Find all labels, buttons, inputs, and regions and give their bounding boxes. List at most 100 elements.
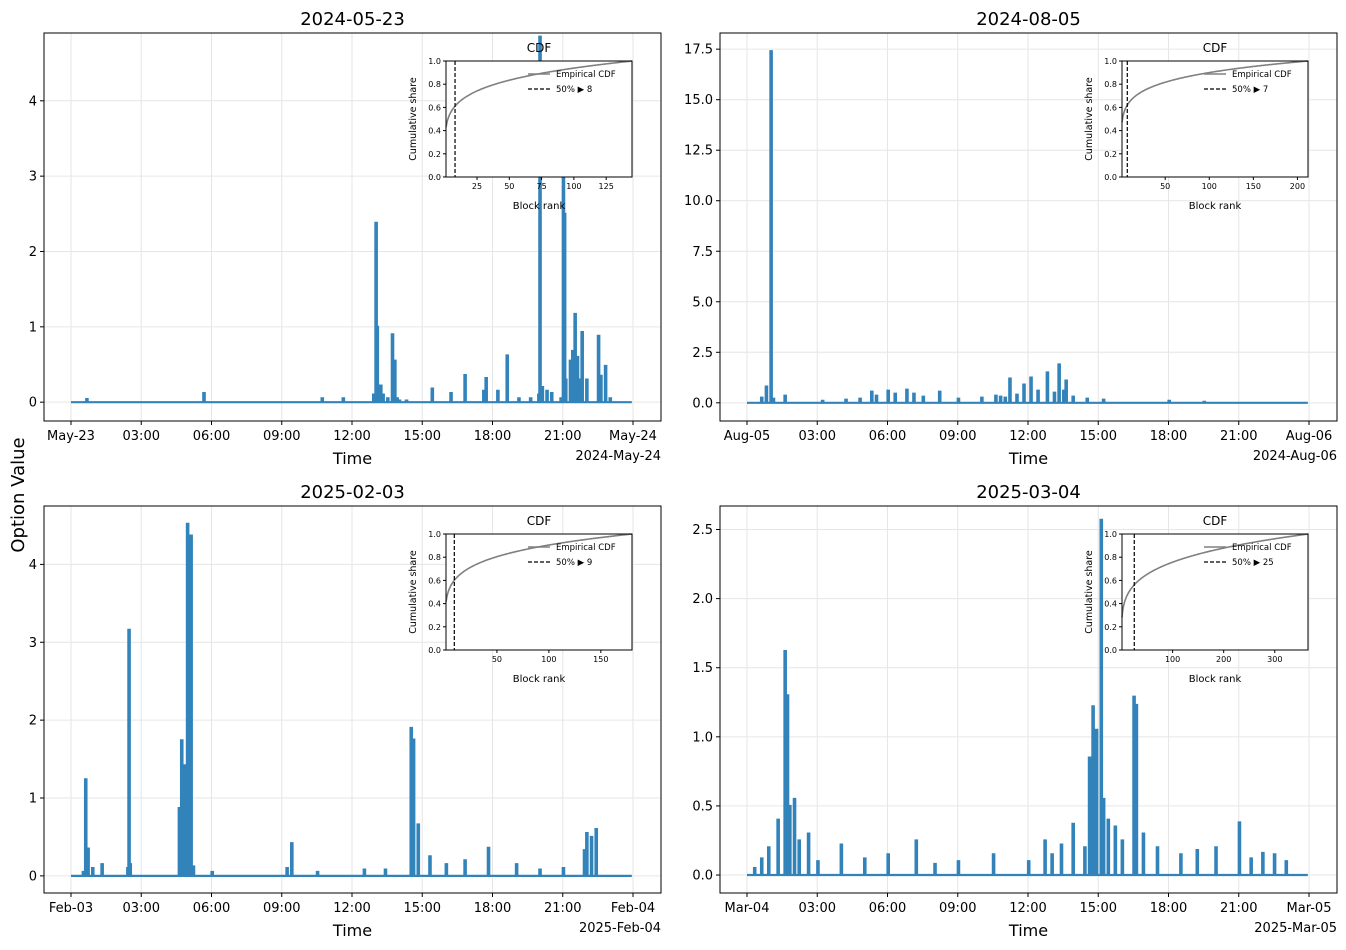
cdf-curve xyxy=(1121,533,1309,618)
inset-x-tick-label: 100 xyxy=(566,182,581,191)
chart-title: 2025-02-03 xyxy=(300,482,405,503)
inset-y-tick-label: 0.0 xyxy=(428,173,441,182)
x-tick-label: 15:00 xyxy=(404,901,441,916)
legend-cdf-label: Empirical CDF xyxy=(556,543,616,553)
x-tick-label: Mar-04 xyxy=(725,901,770,916)
x-offset-label: 2024-Aug-06 xyxy=(1253,449,1337,464)
inset-y-tick-label: 0.4 xyxy=(428,600,441,609)
cdf-inset: 25 50 75 100 125 0.0 0.2 0.4 0.6 0.8 1.0 CDF Block r… xyxy=(408,41,633,212)
cdf-inset: 100 200 300 0.0 0.2 0.4 0.6 0.8 1.0 CDF Block rank… xyxy=(1084,514,1309,685)
x-tick-label: Aug-05 xyxy=(724,429,771,444)
y-tick-label: 2 xyxy=(29,714,37,729)
x-tick-label: 18:00 xyxy=(1150,429,1187,444)
x-tick-label: 06:00 xyxy=(869,429,906,444)
inset-y-tick-label: 0.2 xyxy=(1104,623,1117,632)
x-axis-label: Time xyxy=(1008,921,1048,940)
y-tick-label: 0 xyxy=(29,396,37,411)
x-tick-label: 15:00 xyxy=(1080,429,1117,444)
y-tick-label: 1.5 xyxy=(692,661,713,676)
chart-title: 2024-08-05 xyxy=(976,9,1081,30)
inset-y-tick-label: 0.4 xyxy=(428,127,441,136)
x-axis-label: Time xyxy=(332,449,372,468)
series-line xyxy=(747,50,1308,404)
x-tick-label: 06:00 xyxy=(869,901,906,916)
inset-title: CDF xyxy=(1203,41,1228,55)
inset-background xyxy=(1122,61,1308,177)
x-tick-label: 09:00 xyxy=(263,901,300,916)
inset-frame xyxy=(445,533,633,651)
y-tick-label: 2.5 xyxy=(692,523,713,538)
x-tick-label: 18:00 xyxy=(474,901,511,916)
y-tick-label: 17.5 xyxy=(684,43,713,58)
x-tick-label: Aug-06 xyxy=(1286,429,1333,444)
inset-y-tick-label: 0.0 xyxy=(1104,646,1117,655)
legend-median-label: 50% ▶ 8 xyxy=(556,85,592,95)
inset-y-tick-label: 0.4 xyxy=(1104,127,1117,136)
chart-panel-2: Aug-05 03:00 06:00 09:00 12:00 15:00 18:00 21:0… xyxy=(684,9,1338,468)
inset-y-tick-label: 0.4 xyxy=(1104,600,1117,609)
y-tick-label: 1.0 xyxy=(692,730,713,745)
x-tick-label: 09:00 xyxy=(939,901,976,916)
x-tick-label: 06:00 xyxy=(193,429,230,444)
inset-y-tick-label: 1.0 xyxy=(428,57,441,66)
x-tick-label: 09:00 xyxy=(263,429,300,444)
inset-frame xyxy=(1121,60,1309,178)
inset-x-tick-label: 150 xyxy=(593,655,608,664)
x-tick-label: May-23 xyxy=(47,429,95,444)
series-line xyxy=(71,522,632,877)
inset-x-tick-label: 100 xyxy=(541,655,556,664)
inset-y-label: Cumulative share xyxy=(1084,77,1095,161)
x-tick-label: 15:00 xyxy=(1080,901,1117,916)
y-tick-label: 1 xyxy=(29,320,37,335)
inset-x-tick-label: 150 xyxy=(1246,182,1261,191)
cdf-inset: 50 100 150 200 0.0 0.2 0.4 0.6 0.8 1.0 CDF Block ra… xyxy=(1084,41,1309,212)
y-tick-label: 5.0 xyxy=(692,295,713,310)
y-tick-label: 12.5 xyxy=(684,144,713,159)
inset-y-label: Cumulative share xyxy=(408,77,419,161)
x-tick-label: 18:00 xyxy=(1150,901,1187,916)
inset-y-tick-label: 0.6 xyxy=(1104,576,1117,585)
inset-y-tick-label: 1.0 xyxy=(1104,530,1117,539)
inset-background xyxy=(446,534,632,650)
y-tick-label: 2 xyxy=(29,245,37,260)
inset-y-tick-label: 0.8 xyxy=(428,553,441,562)
inset-x-tick-label: 100 xyxy=(1165,655,1180,664)
x-offset-label: 2025-Feb-04 xyxy=(579,921,661,936)
inset-y-tick-label: 0.8 xyxy=(1104,553,1117,562)
legend-median-label: 50% ▶ 9 xyxy=(556,558,592,568)
x-tick-label: Mar-05 xyxy=(1287,901,1332,916)
x-tick-label: 12:00 xyxy=(333,429,370,444)
inset-x-tick-label: 125 xyxy=(599,182,614,191)
inset-background xyxy=(1122,534,1308,650)
inset-title: CDF xyxy=(527,514,552,528)
chart-title: 2025-03-04 xyxy=(976,482,1081,503)
x-tick-label: 09:00 xyxy=(939,429,976,444)
x-offset-label: 2025-Mar-05 xyxy=(1254,921,1337,936)
inset-x-tick-label: 100 xyxy=(1202,182,1217,191)
inset-title: CDF xyxy=(527,41,552,55)
y-tick-label: 4 xyxy=(29,94,37,109)
x-tick-label: 18:00 xyxy=(474,429,511,444)
inset-x-tick-label: 300 xyxy=(1267,655,1282,664)
inset-y-tick-label: 0.2 xyxy=(1104,150,1117,159)
y-tick-label: 0 xyxy=(29,869,37,884)
x-tick-label: May-24 xyxy=(609,429,657,444)
y-tick-label: 3 xyxy=(29,636,37,651)
y-tick-label: 10.0 xyxy=(684,194,713,209)
x-tick-label: 12:00 xyxy=(333,901,370,916)
cdf-inset: 50 100 150 0.0 0.2 0.4 0.6 0.8 1.0 CDF Block rank C… xyxy=(408,514,633,685)
x-tick-label: 21:00 xyxy=(544,901,581,916)
x-tick-label: 03:00 xyxy=(123,901,160,916)
legend-median-label: 50% ▶ 7 xyxy=(1232,85,1268,95)
inset-x-tick-label: 50 xyxy=(504,182,514,191)
x-tick-label: Feb-03 xyxy=(49,901,93,916)
y-tick-label: 2.5 xyxy=(692,346,713,361)
x-tick-label: 03:00 xyxy=(799,901,836,916)
chart-panel-1: May-23 03:00 06:00 09:00 12:00 15:00 18:00 21:0… xyxy=(29,9,662,468)
x-tick-label: 21:00 xyxy=(1220,429,1257,444)
inset-title: CDF xyxy=(1203,514,1228,528)
x-tick-label: 03:00 xyxy=(123,429,160,444)
inset-y-label: Cumulative share xyxy=(1084,550,1095,634)
inset-y-tick-label: 0.8 xyxy=(1104,80,1117,89)
